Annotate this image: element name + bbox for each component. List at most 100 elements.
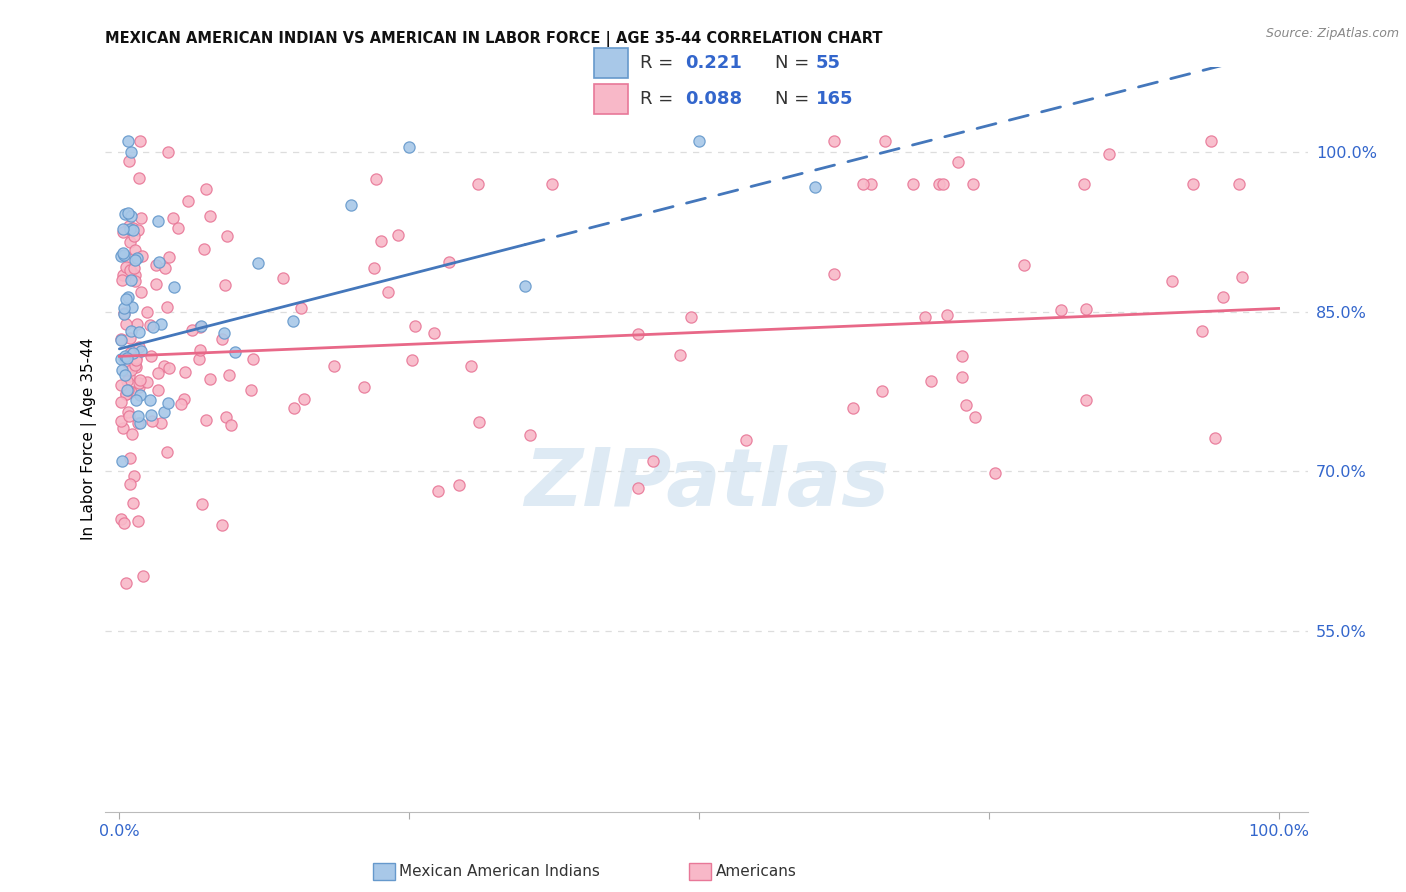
Point bbox=[115, 351, 138, 365]
Point bbox=[111, 453, 134, 467]
Point bbox=[120, 235, 142, 249]
Point bbox=[118, 451, 141, 466]
Point bbox=[162, 211, 184, 225]
Text: 0.221: 0.221 bbox=[685, 54, 742, 72]
Point bbox=[118, 409, 141, 423]
Point bbox=[124, 358, 146, 372]
Point bbox=[141, 409, 163, 423]
Point bbox=[190, 318, 212, 333]
Point bbox=[149, 417, 172, 431]
Point bbox=[387, 227, 409, 242]
Point bbox=[139, 318, 162, 332]
Point bbox=[121, 426, 143, 441]
Point bbox=[121, 301, 143, 315]
Point bbox=[115, 293, 138, 307]
Point bbox=[156, 145, 179, 160]
Point bbox=[920, 375, 942, 389]
Point bbox=[115, 387, 138, 401]
Point bbox=[110, 395, 132, 409]
Point bbox=[124, 243, 146, 257]
Point bbox=[931, 177, 953, 191]
Point bbox=[340, 198, 363, 212]
Point bbox=[157, 396, 180, 410]
Point bbox=[118, 219, 141, 234]
Point bbox=[146, 367, 169, 381]
Point bbox=[914, 310, 936, 324]
Point bbox=[193, 242, 215, 256]
Point bbox=[150, 317, 173, 331]
Point bbox=[950, 349, 973, 363]
Text: Americans: Americans bbox=[716, 864, 797, 879]
Point bbox=[122, 346, 145, 360]
Text: MEXICAN AMERICAN INDIAN VS AMERICAN IN LABOR FORCE | AGE 35-44 CORRELATION CHART: MEXICAN AMERICAN INDIAN VS AMERICAN IN L… bbox=[105, 31, 883, 47]
Point bbox=[128, 135, 150, 149]
Point bbox=[117, 206, 139, 220]
Point bbox=[155, 300, 177, 314]
Point bbox=[115, 355, 138, 369]
Point bbox=[112, 248, 135, 262]
Point bbox=[159, 250, 181, 264]
Point bbox=[122, 220, 145, 235]
Point bbox=[467, 177, 489, 191]
Point bbox=[112, 245, 135, 260]
Text: 0.088: 0.088 bbox=[685, 90, 742, 108]
Point bbox=[936, 309, 959, 323]
Point bbox=[174, 365, 197, 379]
Point bbox=[120, 324, 142, 338]
Point bbox=[127, 417, 149, 431]
Point bbox=[117, 384, 139, 398]
Point bbox=[928, 177, 950, 191]
Point bbox=[860, 177, 883, 191]
Point bbox=[117, 374, 139, 388]
Point bbox=[946, 155, 969, 169]
Point bbox=[111, 268, 134, 282]
Point bbox=[129, 285, 152, 299]
Point bbox=[1181, 177, 1204, 191]
Point bbox=[842, 401, 865, 416]
Point bbox=[120, 264, 142, 278]
Point bbox=[129, 373, 152, 387]
Point bbox=[129, 343, 152, 358]
Point bbox=[125, 251, 148, 265]
Point bbox=[114, 368, 136, 383]
Point bbox=[194, 182, 217, 196]
Point bbox=[1050, 302, 1073, 317]
Point bbox=[128, 380, 150, 394]
Point bbox=[124, 268, 146, 283]
Point bbox=[1012, 259, 1035, 273]
Point bbox=[120, 385, 142, 400]
Point bbox=[398, 140, 420, 154]
Point bbox=[139, 392, 162, 407]
Point bbox=[169, 397, 191, 411]
Point bbox=[240, 383, 263, 397]
Point bbox=[167, 220, 190, 235]
Point bbox=[283, 314, 305, 328]
Point bbox=[437, 254, 460, 268]
Point bbox=[211, 518, 233, 533]
Text: N =: N = bbox=[775, 54, 808, 72]
Point bbox=[1212, 290, 1234, 304]
Point bbox=[449, 478, 471, 492]
Point bbox=[128, 171, 150, 186]
Point bbox=[852, 177, 875, 191]
Point bbox=[145, 277, 167, 291]
Point bbox=[176, 194, 198, 208]
Point bbox=[215, 409, 238, 424]
Point bbox=[110, 333, 132, 347]
Point bbox=[118, 153, 141, 168]
Point bbox=[128, 376, 150, 390]
Point bbox=[218, 368, 240, 382]
Point bbox=[643, 454, 665, 468]
Point bbox=[198, 372, 221, 386]
Point bbox=[125, 392, 148, 407]
Point bbox=[110, 377, 132, 392]
Point bbox=[122, 228, 145, 243]
Point bbox=[513, 279, 536, 293]
Point bbox=[195, 413, 218, 427]
Point bbox=[131, 249, 153, 263]
Point bbox=[1073, 177, 1095, 191]
Point bbox=[903, 177, 925, 191]
Point bbox=[1201, 135, 1223, 149]
Point bbox=[120, 273, 142, 287]
Point bbox=[132, 569, 155, 583]
